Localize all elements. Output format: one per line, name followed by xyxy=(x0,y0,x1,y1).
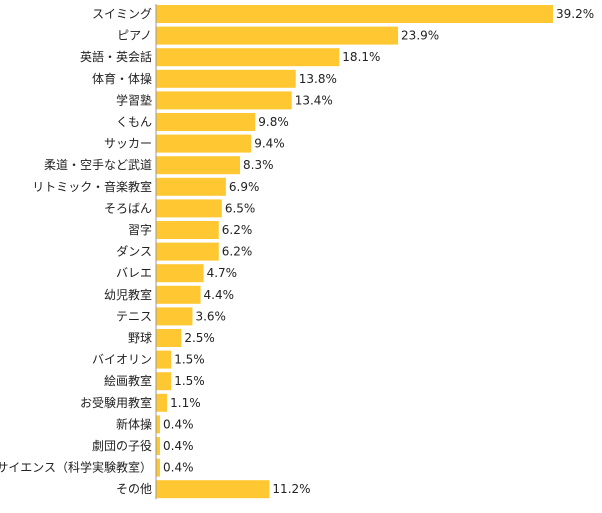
value-label-19: 0.4% xyxy=(163,417,194,431)
value-label-14: 3.6% xyxy=(195,309,226,323)
bar-9 xyxy=(156,199,222,218)
category-label-10: 習字 xyxy=(128,222,152,237)
bar-13 xyxy=(156,285,201,304)
value-label-4: 13.4% xyxy=(295,93,333,107)
bar-6 xyxy=(156,134,252,153)
bar-8 xyxy=(156,177,226,196)
value-label-21: 0.4% xyxy=(163,461,194,475)
bar-4 xyxy=(156,91,292,110)
category-label-6: サッカー xyxy=(104,137,152,151)
bar-20 xyxy=(156,437,161,455)
bar-19 xyxy=(156,415,161,434)
value-label-15: 2.5% xyxy=(184,331,215,345)
value-label-3: 13.8% xyxy=(299,72,337,86)
value-label-17: 1.5% xyxy=(174,374,205,388)
value-label-8: 6.9% xyxy=(229,180,260,194)
bar-14 xyxy=(156,307,193,326)
bar-12 xyxy=(156,264,204,283)
bar-11 xyxy=(156,242,219,261)
category-label-17: 絵画教室 xyxy=(104,373,152,388)
bar-16 xyxy=(156,350,172,369)
category-label-19: 新体操 xyxy=(116,416,152,431)
value-label-20: 0.4% xyxy=(163,439,194,453)
category-label-9: そろばん xyxy=(104,201,152,215)
value-label-1: 23.9% xyxy=(401,29,439,43)
value-label-7: 8.3% xyxy=(243,158,273,172)
bar-5 xyxy=(156,113,256,131)
category-label-14: テニス xyxy=(116,309,152,323)
category-label-1: ピアノ xyxy=(117,29,152,43)
bar-15 xyxy=(156,329,182,347)
category-label-16: バイオリン xyxy=(92,353,152,367)
bar-1 xyxy=(156,26,399,45)
value-label-2: 18.1% xyxy=(342,50,380,64)
value-label-16: 1.5% xyxy=(174,353,205,367)
value-label-9: 6.5% xyxy=(225,201,256,215)
bar-22 xyxy=(156,480,270,499)
category-label-7: 柔道・空手など武道 xyxy=(44,158,152,172)
category-label-22: その他 xyxy=(116,482,152,496)
category-label-3: 体育・体操 xyxy=(92,71,152,86)
bar-0 xyxy=(156,5,553,23)
category-label-12: バレエ xyxy=(116,266,152,280)
value-label-6: 9.4% xyxy=(254,137,285,151)
value-label-22: 11.2% xyxy=(272,482,310,496)
category-label-11: ダンス xyxy=(116,244,152,259)
category-label-21: サイエンス（科学実験教室） xyxy=(0,460,152,475)
bar-7 xyxy=(156,156,241,175)
value-label-12: 4.7% xyxy=(207,266,238,280)
category-label-20: 劇団の子役 xyxy=(92,438,152,453)
value-label-0: 39.2% xyxy=(556,7,594,21)
category-label-15: 野球 xyxy=(128,331,152,345)
value-labels-group: 39.2% 23.9% 18.1% 13.8% 13.4% 9.8% 9.4% 8.3% 6.9… xyxy=(163,7,594,496)
bar-21 xyxy=(156,458,161,477)
value-label-18: 1.1% xyxy=(170,396,201,410)
value-label-13: 4.4% xyxy=(204,288,235,302)
category-label-13: 幼児教室 xyxy=(104,287,152,302)
bar-10 xyxy=(156,221,219,239)
category-label-0: スイミング xyxy=(92,7,152,21)
value-label-5: 9.8% xyxy=(258,115,289,129)
category-label-5: くもん xyxy=(116,115,152,129)
category-label-4: 学習塾 xyxy=(116,92,152,107)
category-label-2: 英語・英会話 xyxy=(80,49,152,64)
value-label-11: 6.2% xyxy=(222,245,253,259)
bar-18 xyxy=(156,393,168,412)
category-labels-group: スイミングピアノ英語・英会話体育・体操学習塾くもんサッカー柔道・空手など武道リト… xyxy=(0,7,152,496)
category-label-18: お受験用教室 xyxy=(80,395,152,410)
category-label-8: リトミック・音楽教室 xyxy=(32,179,152,194)
value-label-10: 6.2% xyxy=(222,223,253,237)
bar-2 xyxy=(156,48,340,67)
bar-3 xyxy=(156,69,296,88)
bars-group xyxy=(156,5,553,499)
bar-17 xyxy=(156,372,172,391)
